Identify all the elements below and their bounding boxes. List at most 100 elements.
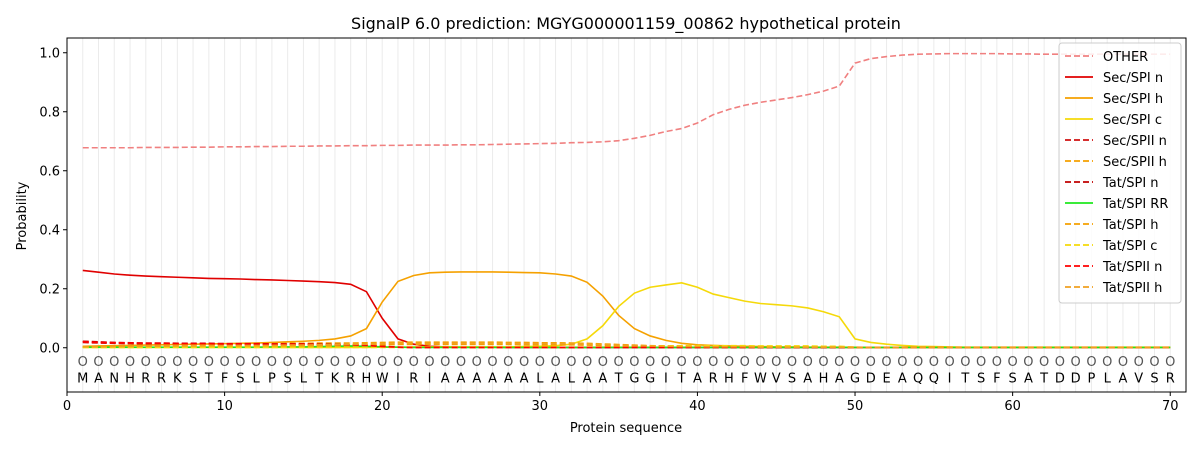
sequence-letter: G (645, 371, 655, 386)
series-layer (82, 52, 1171, 349)
series-line (82, 344, 1171, 349)
legend-label: Sec/SPII n (1103, 134, 1167, 149)
predicted-label: O (172, 355, 182, 370)
predicted-label: O (393, 355, 403, 370)
x-axis-title: Protein sequence (570, 421, 682, 436)
sequence-letter: T (1039, 371, 1048, 386)
sequence-letter: G (629, 371, 639, 386)
sequence-letter: L (536, 371, 544, 386)
predicted-label: O (740, 355, 750, 370)
sequence-letter: L (300, 371, 308, 386)
legend-box (1058, 42, 1182, 304)
sequence-letter: S (977, 371, 985, 386)
sequence-letter: P (268, 371, 276, 386)
sequence-letter: S (284, 371, 292, 386)
legend-label: Tat/SPI RR (1102, 197, 1168, 212)
predicted-label: O (1055, 355, 1065, 370)
x-tick-label: 20 (374, 399, 391, 414)
sequence-letter: I (664, 371, 668, 386)
predicted-label: O (976, 355, 986, 370)
predicted-label: O (1023, 355, 1033, 370)
predicted-label: O (298, 355, 308, 370)
x-tick-label: 10 (216, 399, 233, 414)
predicted-label: O (803, 355, 813, 370)
series-line (82, 52, 1171, 149)
predicted-label: O (346, 355, 356, 370)
predicted-label: O (377, 355, 387, 370)
sequence-letter: R (1166, 371, 1175, 386)
sequence-letter: S (1009, 371, 1017, 386)
sequence-letter: V (1134, 371, 1143, 386)
predicted-label: O (330, 355, 340, 370)
sequence-letter: A (488, 371, 497, 386)
y-tick-label: 0.8 (39, 105, 60, 120)
predicted-label: O (188, 355, 198, 370)
sequence-letter: R (346, 371, 355, 386)
sequence-letter: W (754, 371, 767, 386)
legend-label: Tat/SPII n (1102, 260, 1162, 275)
sequence-letter: H (125, 371, 135, 386)
x-tick-label: 50 (847, 399, 864, 414)
predicted-label: O (929, 355, 939, 370)
sequence-letter: I (428, 371, 432, 386)
predicted-label: O (566, 355, 576, 370)
y-axis-title: Probability (15, 181, 30, 250)
sequence-letter: T (960, 371, 969, 386)
predicted-label: O (487, 355, 497, 370)
predicted-label: O (1118, 355, 1128, 370)
predicted-label: O (440, 355, 450, 370)
predicted-label: O (850, 355, 860, 370)
sequence-letter: L (568, 371, 576, 386)
sequence-letter: A (504, 371, 513, 386)
x-tick-label: 60 (1004, 399, 1021, 414)
series-line (82, 341, 1171, 349)
sequence-letter: R (409, 371, 418, 386)
sequence-letter: A (898, 371, 907, 386)
predicted-label: O (1102, 355, 1112, 370)
predicted-label: O (598, 355, 608, 370)
predicted-label: O (677, 355, 687, 370)
sequence-letter: K (173, 371, 182, 386)
predicted-label: O (1071, 355, 1081, 370)
predicted-label: O (409, 355, 419, 370)
sequence-letter: E (882, 371, 890, 386)
plot-frame (66, 37, 1187, 393)
predicted-label: O (661, 355, 671, 370)
sequence-letter: L (253, 371, 261, 386)
predicted-label: O (361, 355, 371, 370)
sequence-letter: M (77, 371, 88, 386)
predicted-label: O (1039, 355, 1049, 370)
predicted-label: O (156, 355, 166, 370)
predicted-label: O (456, 355, 466, 370)
sequence-letter: D (866, 371, 876, 386)
predicted-label: O (834, 355, 844, 370)
predicted-label: O (897, 355, 907, 370)
sequence-letter: R (157, 371, 166, 386)
sequence-letter: S (236, 371, 244, 386)
y-tick-label: 1.0 (39, 46, 60, 61)
predicted-label: O (125, 355, 135, 370)
sequence-letter: W (376, 371, 389, 386)
sequence-letter: Q (913, 371, 923, 386)
sequence-letter: I (948, 371, 952, 386)
sequence-letter: G (850, 371, 860, 386)
predicted-label: O (251, 355, 261, 370)
legend-label: Sec/SPI n (1103, 71, 1163, 86)
sequence-letter: T (677, 371, 686, 386)
predicted-label: O (645, 355, 655, 370)
predicted-label: O (267, 355, 277, 370)
predicted-label: O (519, 355, 529, 370)
sequence-letter: H (724, 371, 734, 386)
predicted-label: O (535, 355, 545, 370)
sequence-letter: T (314, 371, 323, 386)
sequence-letter: V (772, 371, 781, 386)
legend-label: Sec/SPII h (1103, 155, 1167, 170)
sequence-letter: T (204, 371, 213, 386)
predicted-label: O (724, 355, 734, 370)
predicted-label: O (944, 355, 954, 370)
sequence-letter: F (221, 371, 228, 386)
predicted-label: O (424, 355, 434, 370)
